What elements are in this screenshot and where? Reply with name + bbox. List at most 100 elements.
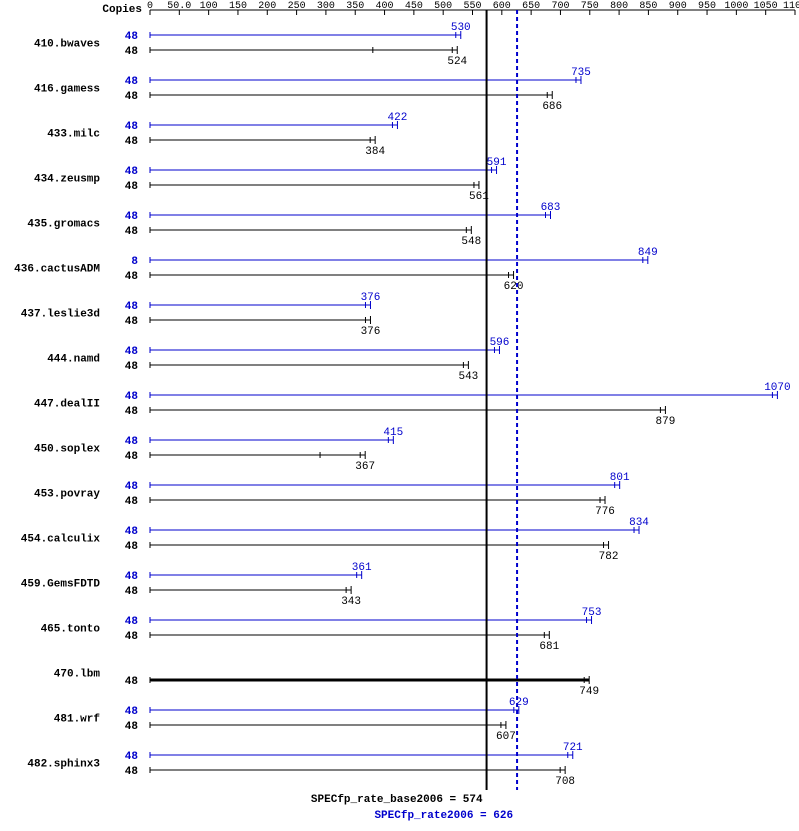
copies-base: 48 — [125, 226, 139, 238]
benchmark-label: 453.povray — [34, 489, 100, 501]
copies-base: 48 — [125, 46, 139, 58]
copies-peak: 48 — [125, 211, 139, 223]
peak-value: 361 — [352, 562, 372, 574]
peak-value: 849 — [638, 247, 658, 259]
copies-base: 48 — [125, 451, 139, 463]
axis-tick-label: 250 — [288, 1, 306, 12]
benchmark-label: 410.bwaves — [34, 39, 100, 51]
base-value: 343 — [341, 596, 361, 608]
benchmark-label: 447.dealII — [34, 399, 100, 411]
benchmark-label: 454.calculix — [21, 534, 101, 546]
base-value: 384 — [365, 146, 385, 158]
base-value: 782 — [599, 551, 619, 563]
axis-tick-label: 700 — [551, 1, 569, 12]
peak-value: 735 — [571, 67, 591, 79]
peak-value: 629 — [509, 697, 529, 709]
axis-tick-label: 900 — [669, 1, 687, 12]
copies-peak: 48 — [125, 301, 139, 313]
peak-value: 530 — [451, 22, 471, 34]
peak-value: 1070 — [764, 382, 790, 394]
base-value: 620 — [504, 281, 524, 293]
axis-tick-label: 1000 — [724, 1, 748, 12]
base-value: 524 — [447, 56, 467, 68]
base-value: 543 — [458, 371, 478, 383]
peak-value: 591 — [487, 157, 507, 169]
peak-value: 801 — [610, 472, 630, 484]
copies-base: 48 — [125, 406, 139, 418]
benchmark-label: 481.wrf — [54, 714, 101, 726]
axis-tick-label: 850 — [639, 1, 657, 12]
reference-label: SPECfp_rate2006 = 626 — [374, 810, 513, 822]
axis-tick-label: 50.0 — [167, 1, 191, 12]
copies-base: 48 — [125, 271, 139, 283]
benchmark-label: 482.sphinx3 — [27, 759, 100, 771]
axis-tick-label: 950 — [698, 1, 716, 12]
copies-peak: 8 — [131, 256, 138, 268]
base-value: 548 — [461, 236, 481, 248]
chart-svg: 050.010015020025030035040045050055060065… — [0, 0, 799, 831]
copies-peak: 48 — [125, 571, 139, 583]
axis-tick-label: 650 — [522, 1, 540, 12]
copies-peak: 48 — [125, 391, 139, 403]
peak-value: 753 — [582, 607, 602, 619]
copies-base: 48 — [125, 766, 139, 778]
axis-tick-label: 0 — [147, 1, 153, 12]
copies-base: 48 — [125, 721, 139, 733]
axis-tick-label: 150 — [229, 1, 247, 12]
axis-tick-label: 500 — [434, 1, 452, 12]
peak-value: 422 — [388, 112, 408, 124]
copies-base: 48 — [125, 316, 139, 328]
reference-label: SPECfp_rate_base2006 = 574 — [311, 794, 483, 806]
copies-peak: 48 — [125, 436, 139, 448]
peak-value: 415 — [383, 427, 403, 439]
axis-tick-label: 750 — [581, 1, 599, 12]
benchmark-label: 465.tonto — [41, 624, 101, 636]
peak-value: 683 — [541, 202, 561, 214]
axis-tick-label: 1050 — [754, 1, 778, 12]
axis-tick-label: 200 — [258, 1, 276, 12]
peak-value: 834 — [629, 517, 649, 529]
benchmark-label: 450.soplex — [34, 444, 100, 456]
base-value: 749 — [579, 686, 599, 698]
copies-base: 48 — [125, 586, 139, 598]
base-value: 776 — [595, 506, 615, 518]
axis-tick-label: 1100 — [783, 1, 799, 12]
benchmark-label: 459.GemsFDTD — [21, 579, 101, 591]
copies-peak: 48 — [125, 346, 139, 358]
axis-tick-label: 800 — [610, 1, 628, 12]
peak-value: 596 — [490, 337, 510, 349]
base-value: 367 — [355, 461, 375, 473]
axis-tick-label: 400 — [376, 1, 394, 12]
benchmark-label: 435.gromacs — [27, 219, 100, 231]
peak-value: 721 — [563, 742, 583, 754]
axis-tick-label: 600 — [493, 1, 511, 12]
copies-peak: 48 — [125, 751, 139, 763]
benchmark-label: 434.zeusmp — [34, 174, 100, 186]
copies-peak: 48 — [125, 706, 139, 718]
copies-base: 48 — [125, 181, 139, 193]
benchmark-label: 416.gamess — [34, 84, 100, 96]
copies-peak: 48 — [125, 76, 139, 88]
copies-peak: 48 — [125, 121, 139, 133]
base-value: 681 — [539, 641, 559, 653]
axis-tick-label: 300 — [317, 1, 335, 12]
copies-peak: 48 — [125, 526, 139, 538]
axis-tick-label: 100 — [200, 1, 218, 12]
copies-base: 48 — [125, 361, 139, 373]
benchmark-label: 437.leslie3d — [21, 309, 100, 321]
benchmark-label: 436.cactusADM — [14, 264, 100, 276]
base-value: 686 — [542, 101, 562, 113]
copies-base: 48 — [125, 136, 139, 148]
benchmark-label: 444.namd — [47, 354, 100, 366]
copies-base: 48 — [125, 541, 139, 553]
copies-base: 48 — [125, 496, 139, 508]
benchmark-label: 470.lbm — [54, 669, 101, 681]
copies-peak: 48 — [125, 31, 139, 43]
spec-rate-chart: 050.010015020025030035040045050055060065… — [0, 0, 799, 831]
copies-peak: 48 — [125, 166, 139, 178]
copies-header: Copies — [102, 4, 142, 16]
copies-base: 48 — [125, 676, 139, 688]
benchmark-label: 433.milc — [47, 129, 100, 141]
base-value: 879 — [656, 416, 676, 428]
base-value: 708 — [555, 776, 575, 788]
